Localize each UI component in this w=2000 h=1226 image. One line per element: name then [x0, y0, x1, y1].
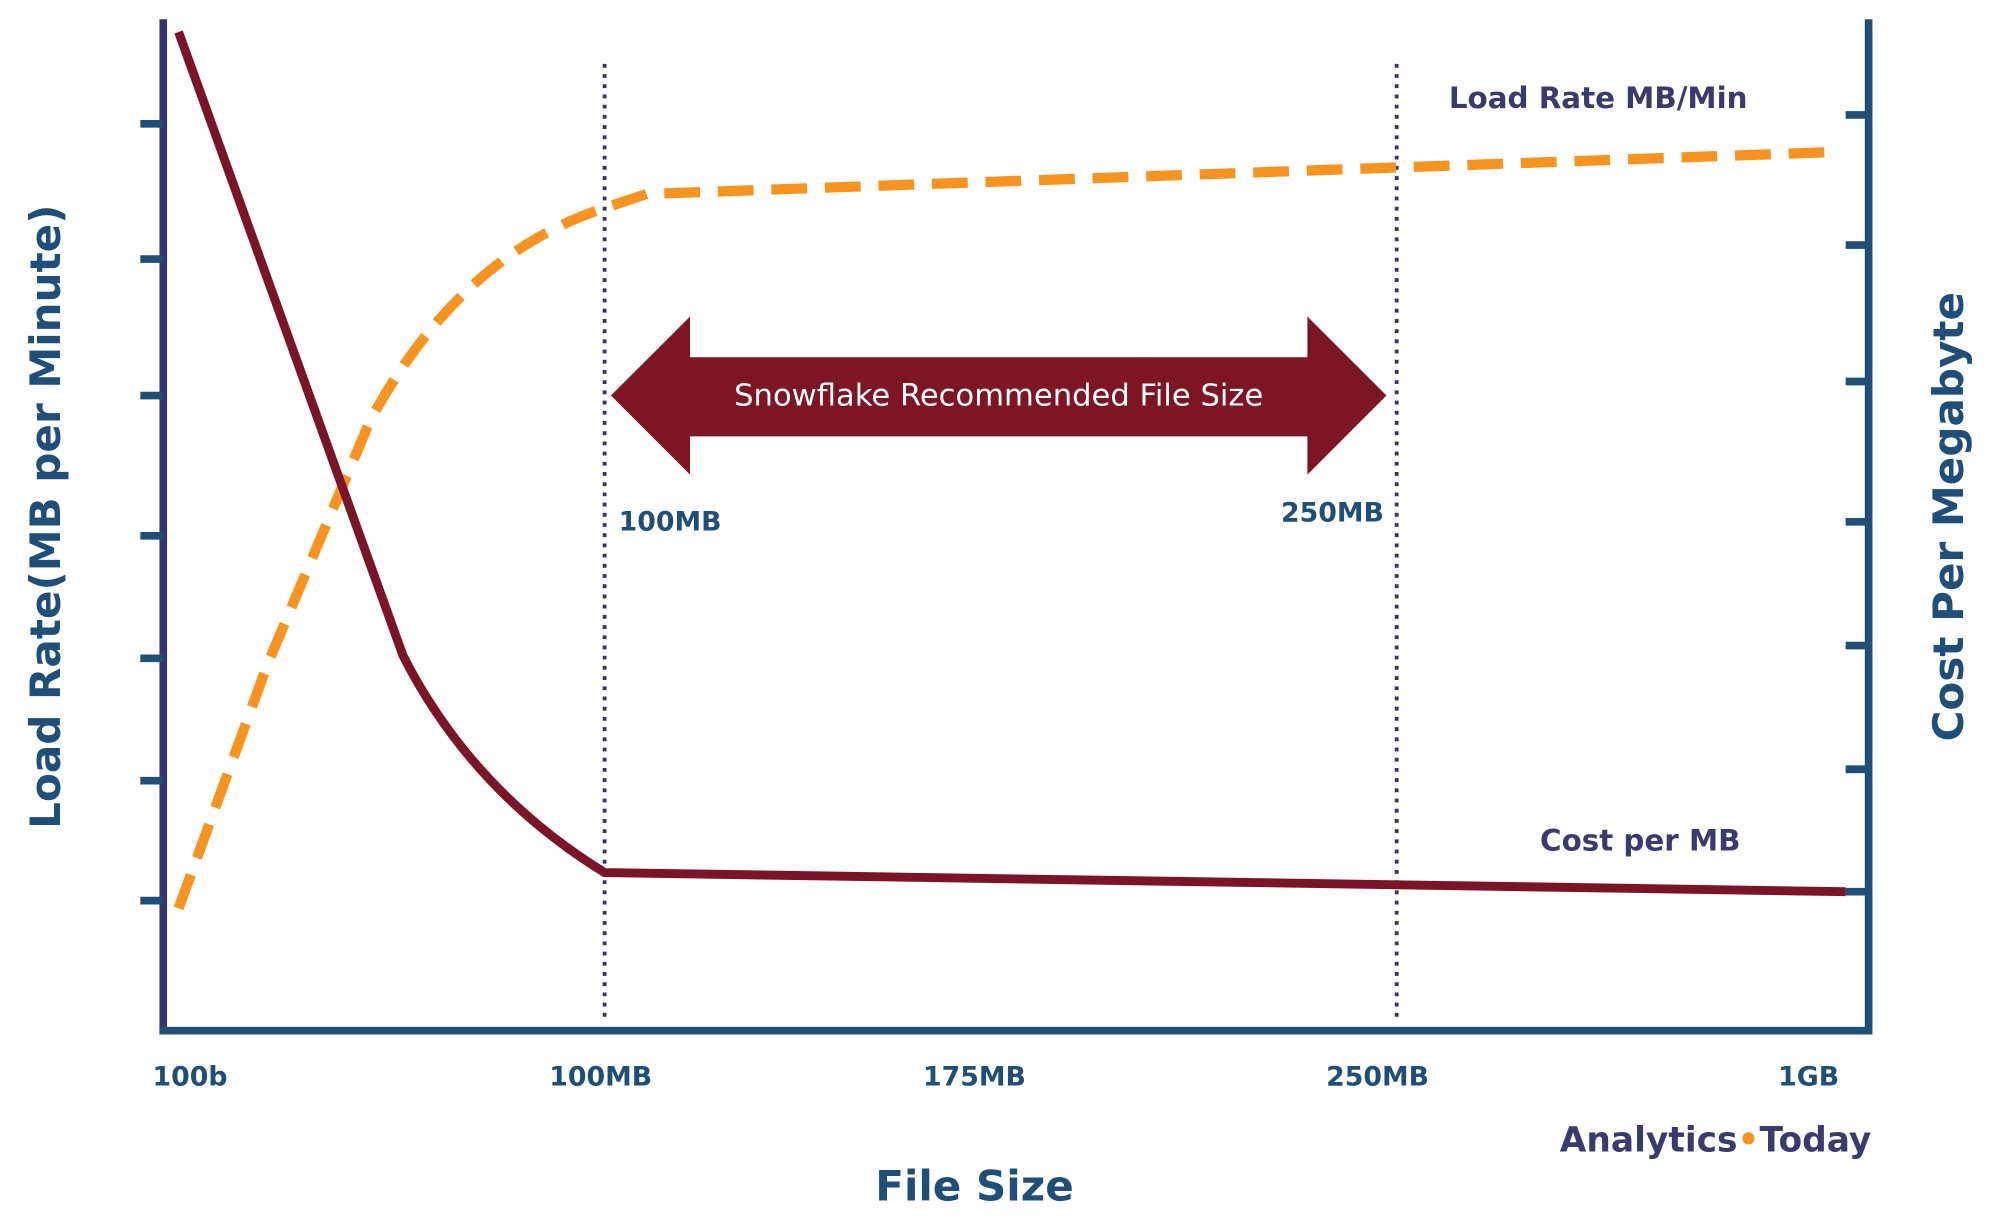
x-tick-label: 175MB: [923, 1061, 1026, 1092]
range-start-label: 100MB: [619, 507, 722, 538]
x-tick-label: 100MB: [549, 1061, 652, 1092]
brand: Analytics•Today: [1560, 1120, 1872, 1160]
x-tick-label: 100b: [153, 1061, 228, 1092]
brand-part: Analytics: [1560, 1120, 1738, 1160]
series-label: Load Rate MB/Min: [1449, 81, 1748, 115]
series-curve: [173, 146, 1837, 911]
series-curve: [174, 30, 1846, 897]
arrow-text: Snowflake Recommended File Size: [734, 378, 1263, 413]
range-end-label: 250MB: [1281, 498, 1384, 529]
range-arrow: [610, 316, 1387, 475]
y2-ticks: [1845, 111, 1869, 896]
brand-part: •: [1738, 1120, 1760, 1160]
brand-part: Today: [1760, 1120, 1872, 1160]
y-axis-label: Load Rate(MB per Minute): [21, 205, 70, 829]
y-ticks: [140, 120, 164, 905]
x-tick-label: 250MB: [1326, 1061, 1429, 1092]
x-tick-label: 1GB: [1778, 1061, 1839, 1092]
y2-axis-label: Cost Per Megabyte: [1924, 292, 1973, 742]
series-label: Cost per MB: [1540, 823, 1740, 857]
x-axis-label: File Size: [875, 1161, 1074, 1210]
